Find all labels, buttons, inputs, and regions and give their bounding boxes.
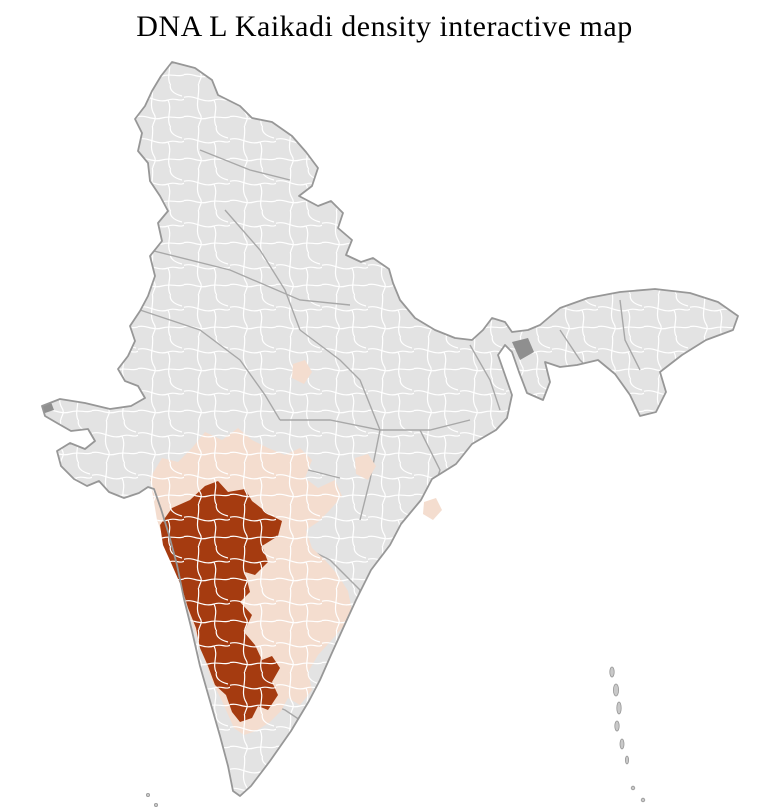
andaman-islands[interactable] [609, 666, 646, 803]
country-base [42, 62, 738, 796]
lakshadweep-islands[interactable] [145, 793, 158, 808]
page-title: DNA L Kaikadi density interactive map [136, 10, 633, 43]
low-density-region[interactable] [150, 360, 442, 735]
low-density-outliers[interactable] [292, 360, 442, 520]
